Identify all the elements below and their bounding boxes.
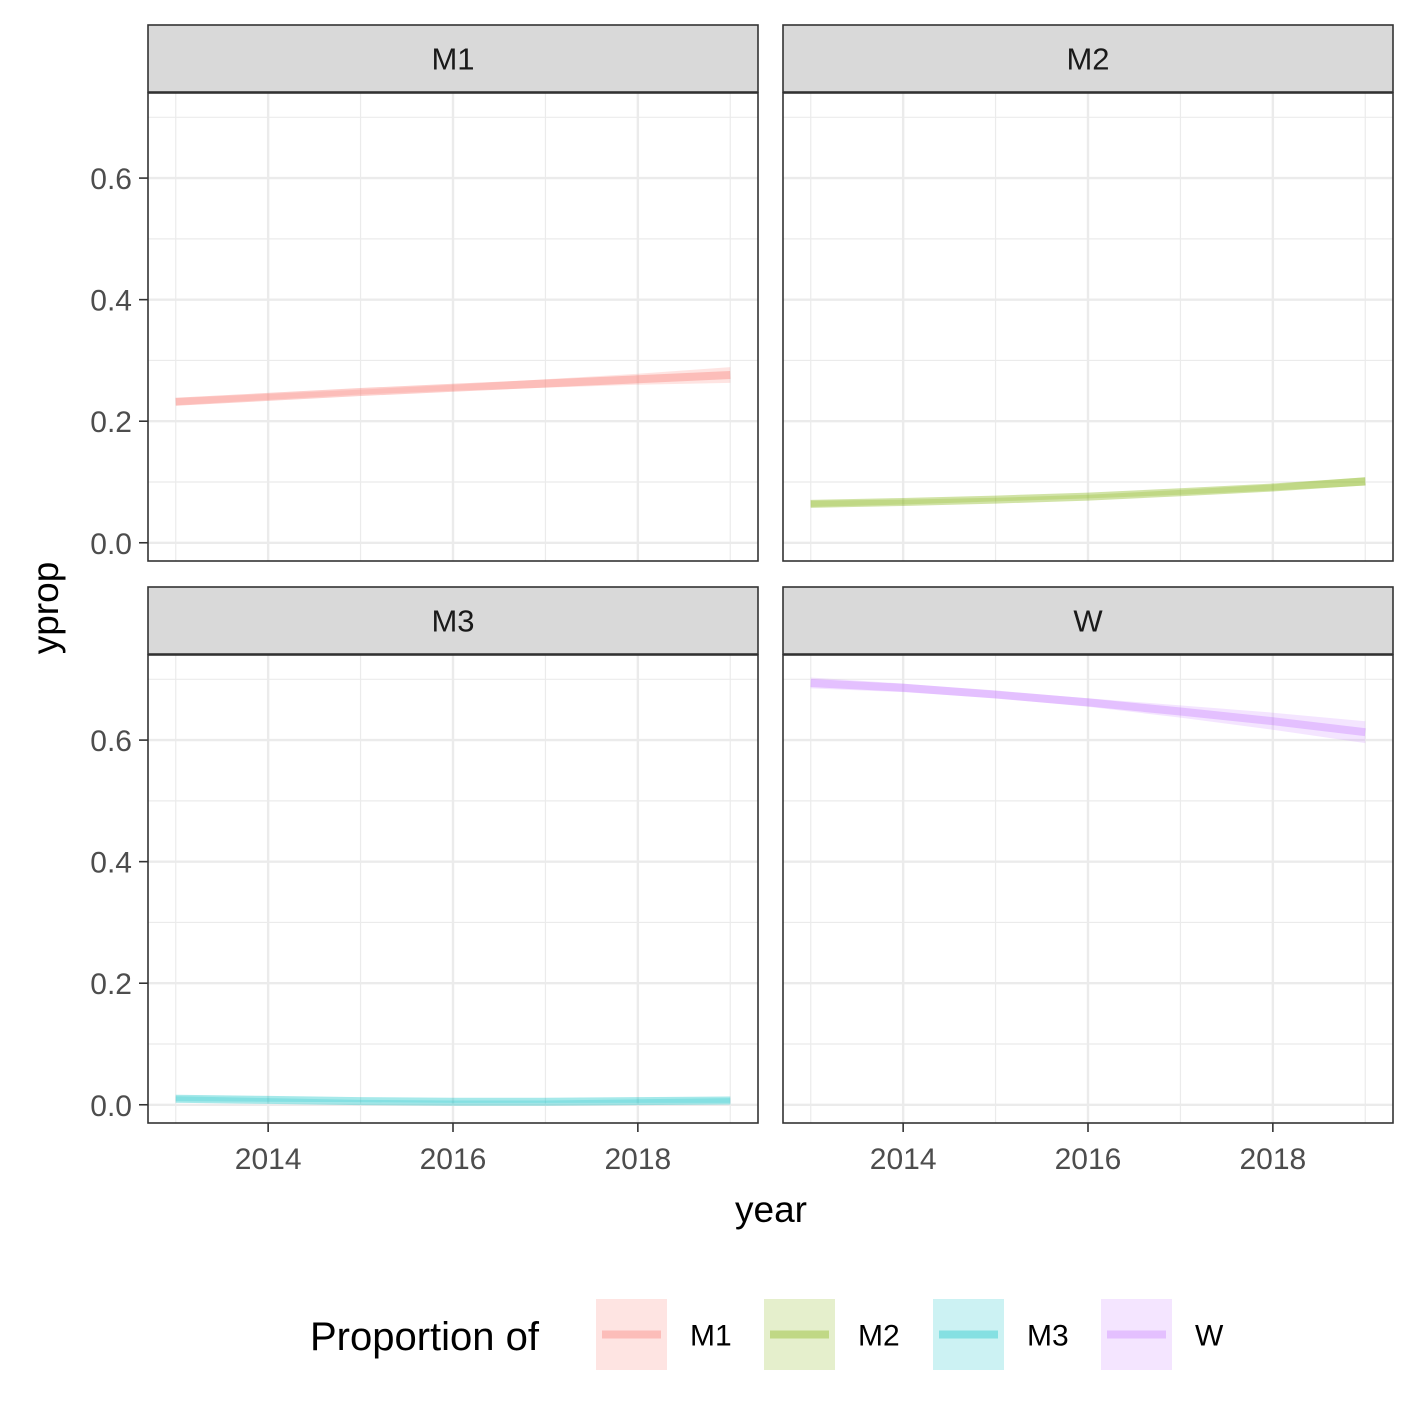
facet-strip [782,24,1394,93]
legend-key-m2 [764,1299,835,1370]
facet-strip-label: M2 [1066,42,1109,77]
panel-border [782,92,1394,562]
facet-strip [782,586,1394,655]
legend-title: Proportion of [310,1315,540,1359]
facet-panel-m1: M1 0.0 0.2 0.4 0.6 [90,24,759,562]
legend-label-w: W [1195,1320,1224,1353]
legend-key-m3 [933,1299,1004,1370]
legend-item-m3: M3 [933,1299,1069,1370]
x-tick-label: 2018 [1239,1143,1306,1176]
legend-key-w [1101,1299,1172,1370]
confidence-ribbon-m2 [810,477,1366,507]
legend-item-m2: M2 [764,1299,900,1370]
y-tick-label: 0.6 [90,163,132,196]
facet-strip-label: M3 [431,604,474,639]
y-tick-label: 0.4 [90,847,132,880]
facet-strip [147,586,759,655]
series-line-w [810,679,1366,737]
y-tick-label: 0.0 [90,528,132,561]
facet-strip [147,24,759,93]
x-tick-label: 2016 [420,1143,487,1176]
y-tick-label: 0.0 [90,1090,132,1123]
facet-panel-m2: M2 [782,24,1394,562]
y-tick-label: 0.4 [90,285,132,318]
panel-border [147,92,759,562]
x-tick-label: 2018 [604,1143,671,1176]
facet-panel-m3: M3 0.0 0.2 0.4 0.6 2014 2016 2018 [90,586,759,1176]
legend-label-m1: M1 [690,1320,732,1353]
legend-label-m3: M3 [1027,1320,1069,1353]
facet-strip-label: M1 [431,42,474,77]
confidence-ribbon-m3 [175,1096,731,1103]
legend-key-m1 [596,1299,667,1370]
facet-panel-w: W 2014 2016 2018 [782,586,1394,1176]
y-tick-label: 0.2 [90,406,132,439]
legend-item-w: W [1101,1299,1224,1370]
facet-panels: M1 0.0 0.2 0.4 0.6 M2 M3 0.0 0.2 0.4 0.6 2014 2016 20… [90,24,1394,1176]
legend-label-m2: M2 [858,1320,900,1353]
x-tick-label: 2014 [870,1143,937,1176]
x-axis-title: year [735,1189,807,1230]
series-line-m3 [175,1094,731,1106]
facet-strip-label: W [1073,604,1103,639]
x-tick-label: 2014 [235,1143,302,1176]
series-line-m2 [810,477,1366,508]
y-axis-title: yprop [25,562,66,655]
x-tick-label: 2016 [1055,1143,1122,1176]
legend: Proportion of M1 M2 M3 W [310,1299,1224,1370]
legend-item-m1: M1 [596,1299,732,1370]
confidence-ribbon-m1 [175,367,731,406]
confidence-ribbon-w [810,677,1366,744]
y-tick-label: 0.2 [90,968,132,1001]
series-line-m1 [175,371,731,406]
y-tick-label: 0.6 [90,725,132,758]
